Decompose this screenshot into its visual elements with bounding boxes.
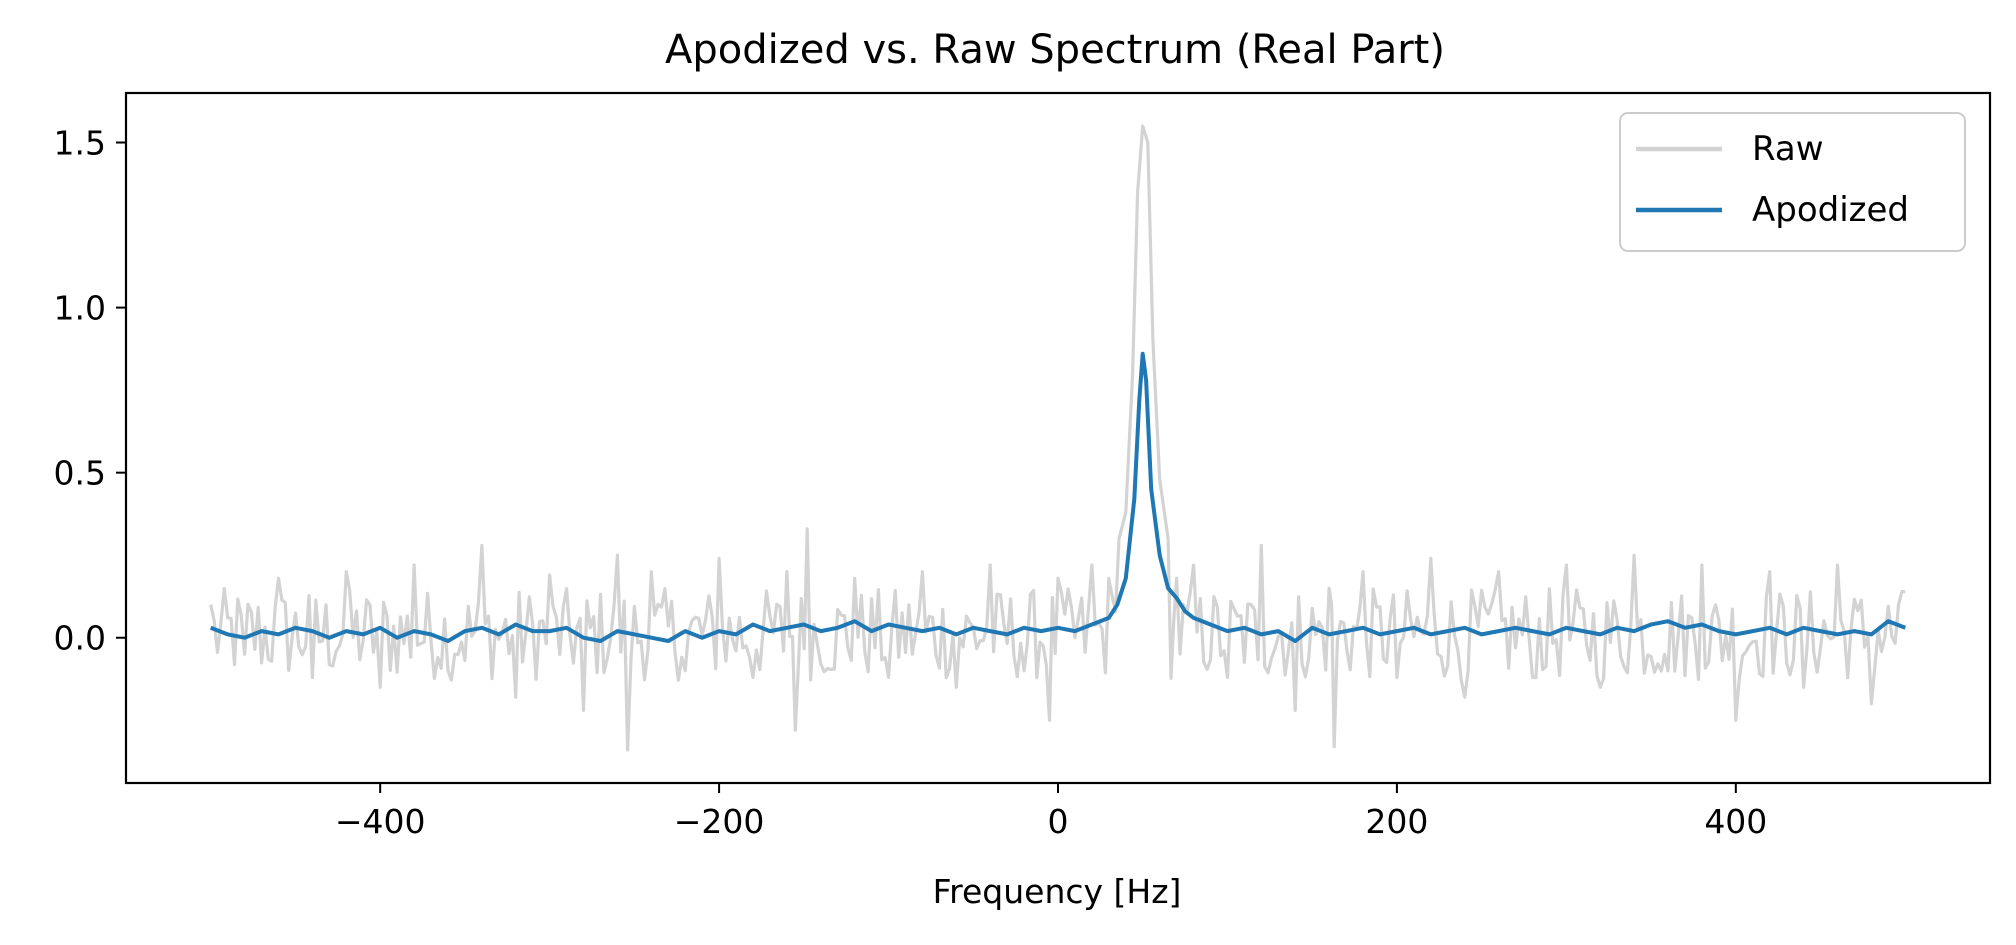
- series-line-apodized: [209, 351, 1907, 643]
- x-axis: −400 −200 0 200 400: [335, 783, 1767, 841]
- legend: Raw Apodized: [1619, 112, 1966, 252]
- y-tick-label: 0.0: [54, 619, 106, 658]
- x-axis-label: Frequency [Hz]: [933, 872, 1182, 911]
- y-tick-label: 0.5: [54, 454, 106, 493]
- x-tick-label: 0: [1048, 802, 1069, 841]
- y-tick-label: 1.0: [54, 289, 106, 328]
- series-layer: [209, 124, 1907, 752]
- legend-label-apodized: Apodized: [1752, 190, 1909, 230]
- x-tick-label: 200: [1365, 802, 1428, 841]
- legend-label-raw: Raw: [1752, 129, 1824, 169]
- x-tick-label: −200: [674, 802, 765, 841]
- y-tick-label: 1.5: [54, 124, 106, 163]
- y-axis: 0.0 0.5 1.0 1.5: [54, 124, 126, 658]
- x-tick-label: 400: [1704, 802, 1767, 841]
- chart-title: Apodized vs. Raw Spectrum (Real Part): [665, 27, 1445, 73]
- x-tick-label: −400: [335, 802, 426, 841]
